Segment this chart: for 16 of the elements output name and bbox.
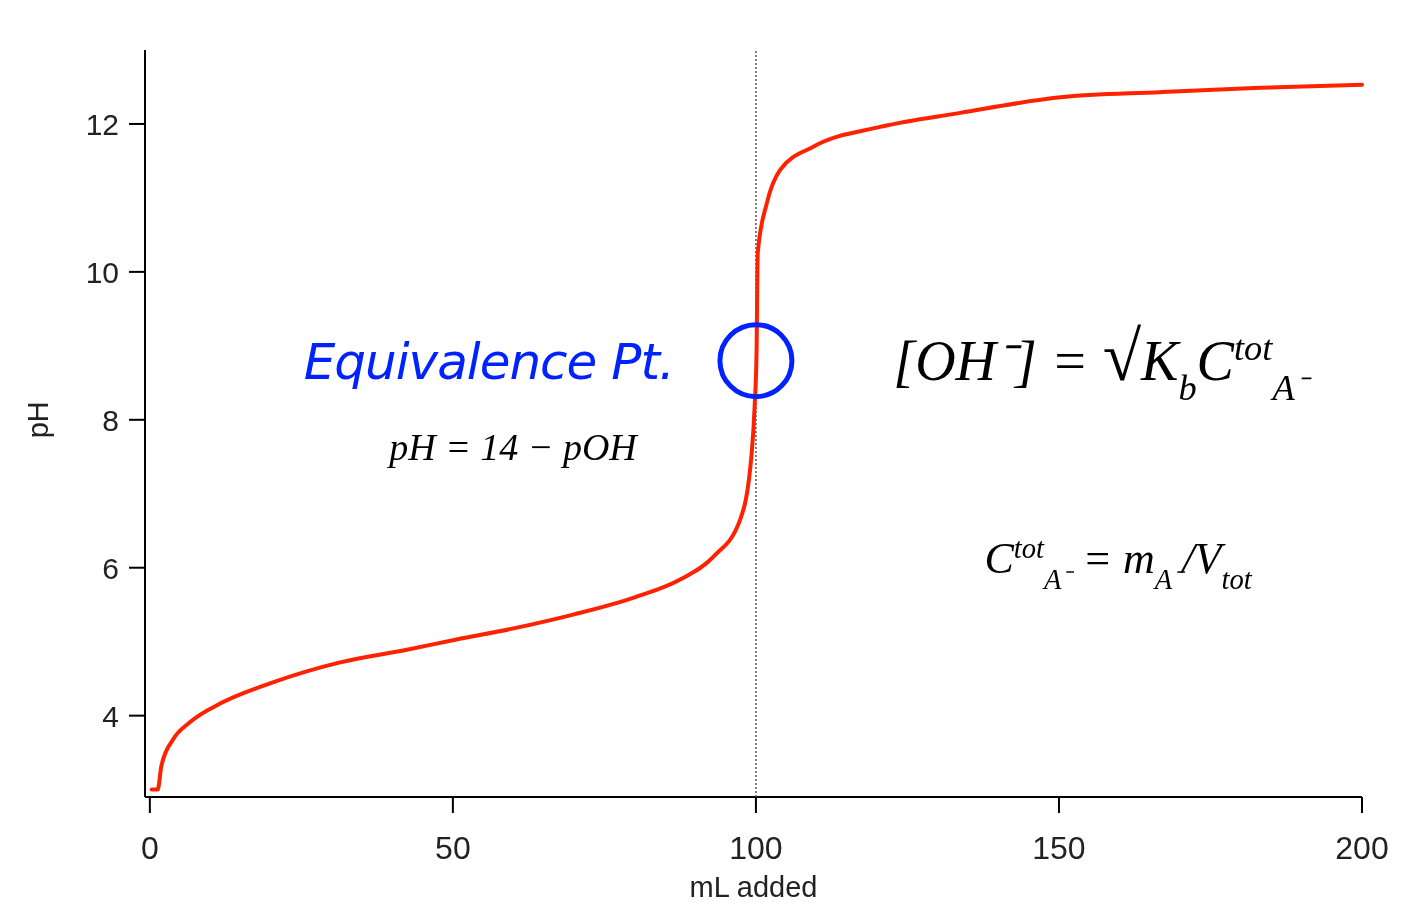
line-series xyxy=(149,82,1364,792)
x-tick-label: 200 xyxy=(1335,830,1389,866)
x-tick-label: 0 xyxy=(140,830,159,866)
x-tick-label: 100 xyxy=(729,830,783,866)
y-tick-label: 6 xyxy=(102,551,119,585)
y-tick-label: 8 xyxy=(102,403,119,437)
annotation: Equivalence Pt. xyxy=(303,332,674,391)
x-axis-title: mL added xyxy=(689,871,818,903)
y-tick-label: 10 xyxy=(85,255,119,289)
annotation: C$^{tot}$$_{A⁻}$ = m$_{A⁻}$/V$_{tot}$ xyxy=(984,532,1253,595)
x-tick-label: 150 xyxy=(1032,830,1086,866)
x-tick-label: 50 xyxy=(435,830,471,866)
y-axis-title: pH xyxy=(22,401,54,439)
y-tick-label: 4 xyxy=(102,699,119,733)
annotation: pH = 14 − pOH xyxy=(386,426,640,468)
y-tick-label: 12 xyxy=(85,107,119,141)
